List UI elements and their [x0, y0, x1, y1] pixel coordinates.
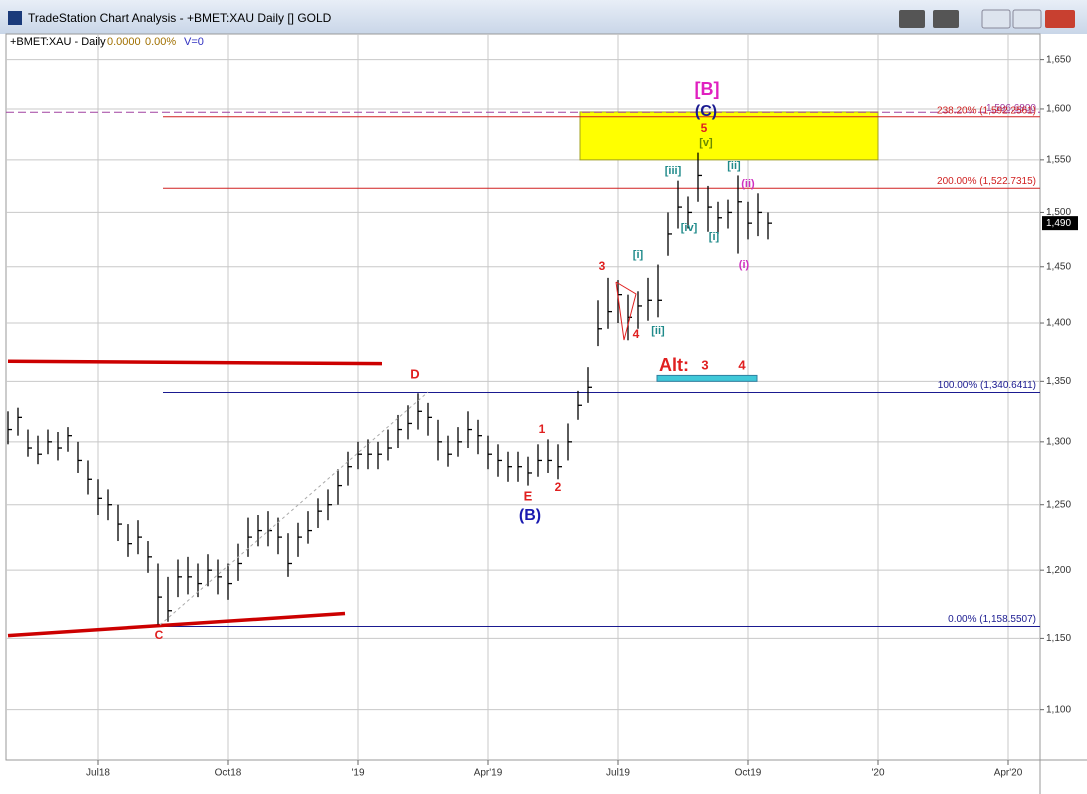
channel-line [159, 391, 429, 626]
wave-label: 3 [599, 259, 606, 273]
wave-label: (i) [739, 259, 750, 271]
wave-label: [v] [699, 137, 713, 149]
minimize-button[interactable] [981, 9, 1011, 29]
wave-label: 4 [633, 327, 640, 341]
wave-label: [iv] [681, 222, 698, 234]
last-price-label: 1,490 [1046, 218, 1071, 229]
wave-label: [ii] [727, 160, 741, 172]
fib-label: 100.00% (1,340.6411) [938, 380, 1036, 391]
symbol-label: +BMET:XAU - Daily [10, 36, 106, 48]
triangle-pattern [615, 281, 637, 341]
maximize-button[interactable] [1012, 9, 1042, 29]
trendline [7, 359, 383, 366]
close-button[interactable] [1045, 10, 1075, 28]
window-title: TradeStation Chart Analysis - +BMET:XAU … [28, 11, 332, 25]
y-tick-label: 1,350 [1046, 376, 1071, 387]
x-tick-label: Oct18 [215, 768, 242, 779]
wave-label: [i] [633, 249, 644, 261]
fib-label: 1,596.6800 [986, 103, 1036, 114]
wave-label: C [155, 628, 164, 642]
wave-label: 1 [539, 422, 546, 436]
x-tick-label: Jul19 [606, 768, 630, 779]
trendline [7, 611, 346, 638]
wave-label: (B) [519, 507, 541, 524]
x-tick-label: Apr'20 [994, 768, 1023, 779]
wave-label: (ii) [741, 178, 755, 190]
y-tick-label: 1,550 [1046, 154, 1071, 165]
x-tick-label: '20 [871, 768, 884, 779]
x-tick-label: Jul18 [86, 768, 110, 779]
menu-button[interactable] [933, 10, 959, 28]
y-tick-label: 1,100 [1046, 704, 1071, 715]
wave-label: (C) [695, 103, 717, 120]
fib-label: 238.20% (1,592.2561) [937, 105, 1036, 116]
wave-label: [B] [695, 79, 720, 99]
zone [579, 111, 879, 161]
fib-label: 200.00% (1,522.7315) [937, 176, 1036, 187]
menu-button[interactable] [899, 10, 925, 28]
wave-label: [iii] [665, 165, 682, 177]
y-tick-label: 1,500 [1046, 207, 1071, 218]
wave-label: E [524, 488, 533, 503]
wave-label: 5 [701, 121, 708, 135]
last-price-box [1042, 216, 1078, 231]
y-tick-label: 1,200 [1046, 565, 1071, 576]
x-tick-label: Oct19 [735, 768, 762, 779]
app-icon [8, 11, 22, 25]
y-tick-label: 1,650 [1046, 54, 1071, 65]
y-tick-label: 1,250 [1046, 499, 1071, 510]
wave-label: [ii] [651, 325, 665, 337]
zone [656, 374, 758, 382]
change: 0.0000 [107, 36, 141, 48]
change-pct: 0.00% [145, 36, 176, 48]
wave-label: 4 [738, 357, 746, 372]
y-tick-label: 1,450 [1046, 261, 1071, 272]
y-tick-label: 1,150 [1046, 633, 1071, 644]
y-tick-label: 1,300 [1046, 436, 1071, 447]
x-tick-label: '19 [351, 768, 364, 779]
wave-label: Alt: [659, 355, 689, 375]
x-tick-label: Apr'19 [474, 768, 503, 779]
fib-label: 0.00% (1,158.5507) [948, 614, 1036, 625]
wave-label: 2 [555, 480, 562, 494]
volume: V=0 [184, 36, 204, 48]
y-tick-label: 1,400 [1046, 318, 1071, 329]
wave-label: D [410, 366, 419, 381]
wave-label: 3 [701, 357, 708, 372]
wave-label: [i] [709, 231, 720, 243]
y-tick-label: 1,600 [1046, 104, 1071, 115]
plot-area [5, 33, 1041, 761]
